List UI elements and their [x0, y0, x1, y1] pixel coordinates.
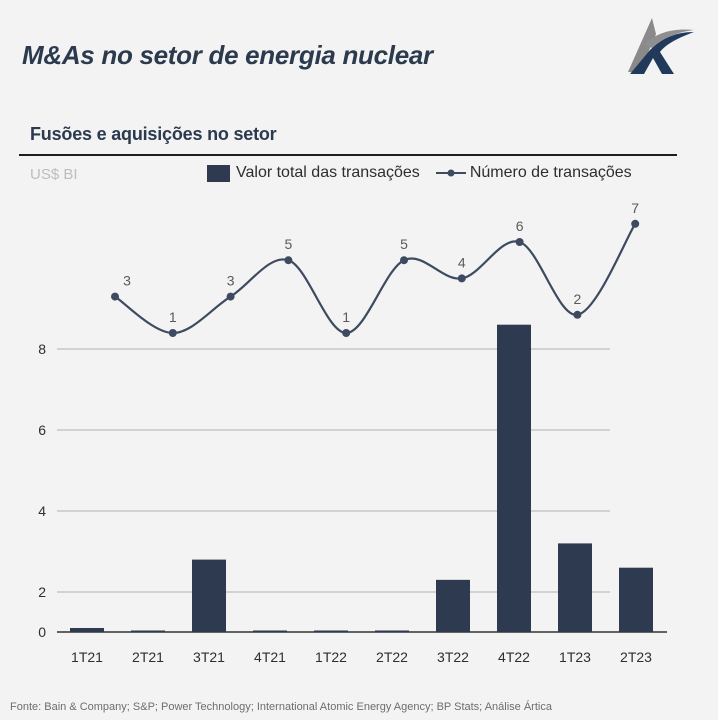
line-point-1T21	[111, 292, 119, 301]
unit-label: US$ BI	[30, 166, 78, 183]
x-tick-label: 4T21	[254, 649, 286, 665]
line-point-1T23	[573, 310, 582, 319]
bar-1T21	[70, 628, 104, 632]
chart-subtitle: Fusões e aquisições no setor	[30, 124, 277, 144]
line-data-label: 6	[516, 218, 524, 234]
y-tick-label: 8	[38, 341, 46, 357]
line-point-2T23	[631, 219, 640, 228]
bar-4T22	[497, 324, 531, 632]
line-data-label: 1	[342, 309, 350, 325]
bar-3T22	[436, 579, 470, 632]
y-tick-label: 6	[38, 422, 46, 438]
line-data-label: 2	[574, 291, 582, 307]
x-tick-label: 3T22	[437, 649, 469, 665]
x-tick-label: 3T21	[193, 649, 225, 665]
bar-2T21	[131, 630, 165, 632]
line-point-2T21	[168, 329, 177, 337]
source-footnote: Fonte: Bain & Company; S&P; Power Techno…	[10, 701, 552, 713]
bar-3T21	[192, 559, 226, 632]
line-data-label: 3	[227, 273, 235, 289]
artica-logo-icon	[628, 18, 694, 74]
x-tick-label: 1T23	[559, 649, 591, 665]
legend-bar-label: Valor total das transações	[236, 164, 420, 181]
line-point-3T21	[226, 292, 235, 301]
x-tick-label: 2T22	[376, 649, 408, 665]
y-tick-label: 0	[38, 624, 46, 640]
chart-legend: Valor total das transações Número de tra…	[207, 164, 632, 182]
line-data-label: 5	[400, 236, 408, 252]
line-data-label: 4	[458, 254, 466, 270]
bar-2T22	[375, 630, 409, 632]
line-data-label: 7	[631, 200, 639, 216]
line-data-label: 1	[169, 309, 177, 325]
y-tick-label: 2	[38, 584, 46, 600]
chart-area: 0 2 4 6 8 1T21 2T21 3T21 4T21 1T22 2T22 3T22 4T22 1T…	[38, 200, 667, 665]
bar-2T23	[619, 567, 653, 632]
x-tick-label: 2T21	[132, 649, 164, 665]
line-point-1T22	[342, 329, 351, 337]
bar-4T21	[253, 630, 287, 632]
y-tick-label: 4	[38, 503, 46, 519]
line-point-2T22	[400, 256, 408, 265]
legend-line-marker-icon	[435, 169, 466, 177]
line-data-label: 3	[123, 273, 131, 289]
transactions-line	[114, 223, 637, 335]
x-tick-label: 1T21	[71, 649, 103, 665]
x-tick-label: 4T22	[498, 649, 530, 665]
page-title: M&As no setor de energia nuclear	[22, 40, 433, 70]
legend-line-label: Número de transações	[469, 164, 632, 181]
line-point-4T22	[515, 238, 524, 246]
legend-bar-swatch-icon	[207, 164, 230, 182]
line-point-3T22	[457, 274, 466, 283]
bar-1T22	[314, 630, 348, 632]
line-data-label: 5	[285, 236, 293, 252]
x-tick-label: 2T23	[620, 649, 652, 665]
header-divider	[19, 154, 677, 156]
x-tick-label: 1T22	[315, 649, 347, 665]
bar-1T23	[558, 543, 592, 632]
line-point-4T21	[284, 256, 293, 265]
